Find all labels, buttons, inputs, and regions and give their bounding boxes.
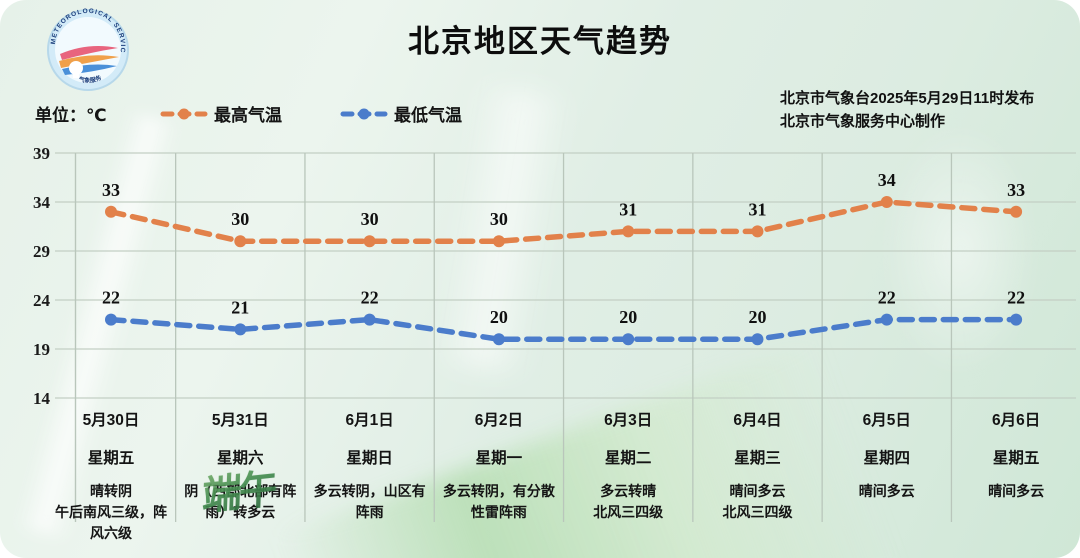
data-point-min-4 bbox=[622, 333, 635, 346]
issued-info: 北京市气象台2025年5月29日11时发布 北京市气象服务中心制作 bbox=[780, 87, 1034, 133]
issued-line1: 北京市气象台2025年5月29日11时发布 bbox=[780, 90, 1035, 107]
value-label-min-7: 22 bbox=[1007, 288, 1025, 308]
value-label-min-4: 20 bbox=[619, 307, 637, 327]
unit-label: 单位：℃ bbox=[35, 106, 107, 125]
data-point-min-7 bbox=[1010, 313, 1023, 326]
legend-max-label: 最高气温 bbox=[214, 106, 282, 125]
value-label-max-0: 33 bbox=[102, 180, 120, 200]
legend-min-label: 最低气温 bbox=[394, 106, 462, 125]
min-temp-legend-line-icon bbox=[340, 108, 388, 119]
data-point-min-2 bbox=[363, 313, 376, 326]
data-point-max-3 bbox=[492, 235, 505, 248]
data-point-min-3 bbox=[492, 333, 505, 346]
data-point-min-6 bbox=[880, 313, 893, 326]
value-label-min-6: 22 bbox=[878, 288, 896, 308]
data-point-max-2 bbox=[363, 235, 376, 248]
data-point-min-5 bbox=[751, 333, 764, 346]
data-point-max-0 bbox=[105, 205, 117, 218]
value-label-max-4: 31 bbox=[619, 199, 637, 219]
value-label-min-3: 20 bbox=[490, 307, 508, 327]
legend-item-min: 最低气温 bbox=[340, 101, 462, 126]
beijing-meteorological-service-logo-icon: METEOROLOGICAL SERVICE 气象服务 bbox=[46, 8, 129, 91]
dragon-boat-festival-stamp: 端午 bbox=[201, 456, 277, 522]
page-title: 北京地区天气趋势 bbox=[408, 24, 672, 59]
data-point-max-4 bbox=[622, 225, 635, 238]
value-label-max-3: 30 bbox=[490, 209, 508, 229]
svg-text:气象服务: 气象服务 bbox=[77, 73, 104, 84]
y-tick-label-19: 19 bbox=[33, 340, 50, 359]
value-label-max-1: 30 bbox=[231, 209, 249, 229]
max-temp-legend-line-icon bbox=[160, 108, 208, 119]
y-tick-label-14: 14 bbox=[33, 389, 51, 408]
data-point-max-6 bbox=[880, 196, 893, 208]
y-tick-label-24: 24 bbox=[33, 291, 51, 310]
legend-item-max: 最高气温 bbox=[160, 101, 282, 126]
logo-bottom-text: 气象服务 bbox=[77, 73, 104, 84]
y-tick-label-39: 39 bbox=[33, 144, 50, 163]
data-point-max-5 bbox=[751, 225, 764, 238]
value-label-min-1: 21 bbox=[231, 297, 249, 317]
y-tick-label-29: 29 bbox=[33, 242, 50, 261]
data-point-max-7 bbox=[1010, 205, 1023, 218]
value-label-min-5: 20 bbox=[749, 307, 767, 327]
value-label-max-6: 34 bbox=[878, 170, 896, 190]
value-label-max-5: 31 bbox=[749, 199, 767, 219]
issued-line2: 北京市气象服务中心制作 bbox=[780, 113, 946, 130]
min-temp-line bbox=[108, 316, 1019, 342]
data-point-min-1 bbox=[234, 323, 247, 336]
value-label-min-2: 22 bbox=[361, 288, 379, 308]
y-tick-label-34: 34 bbox=[33, 193, 51, 212]
legend-row: 单位：℃ 最高气温 最低气温 bbox=[35, 101, 520, 126]
data-point-min-0 bbox=[105, 313, 117, 326]
value-label-max-7: 33 bbox=[1007, 180, 1025, 200]
value-label-max-2: 30 bbox=[361, 209, 379, 229]
max-temp-line bbox=[108, 199, 1019, 244]
value-label-min-0: 22 bbox=[102, 288, 120, 308]
data-point-max-1 bbox=[234, 235, 247, 248]
